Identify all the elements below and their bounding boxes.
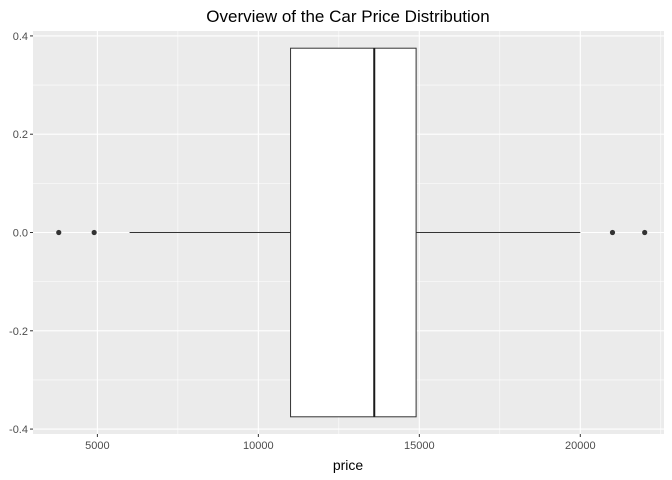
chart-title: Overview of the Car Price Distribution (206, 7, 489, 26)
y-tick-label: 0.4 (13, 31, 28, 43)
interquartile-box (290, 47, 417, 418)
y-tick-label: 0.2 (13, 129, 28, 141)
boxplot-group (56, 47, 648, 418)
x-axis-label: price (333, 457, 364, 473)
x-tick-label: 10000 (243, 440, 274, 452)
y-tick-label: -0.2 (9, 326, 28, 338)
x-tick-label: 20000 (565, 440, 596, 452)
x-tick-label: 15000 (404, 440, 435, 452)
outlier-point (56, 229, 62, 236)
outlier-point (91, 229, 97, 236)
y-axis: -0.4 -0.2 0.0 0.2 0.4 (9, 31, 33, 436)
y-tick-label: 0.0 (13, 228, 28, 240)
outlier-point (609, 229, 616, 236)
x-tick-label: 5000 (85, 440, 109, 452)
outlier-point (642, 229, 648, 236)
x-axis: 5000 10000 15000 20000 (85, 434, 596, 452)
y-tick-label: -0.4 (9, 424, 28, 436)
